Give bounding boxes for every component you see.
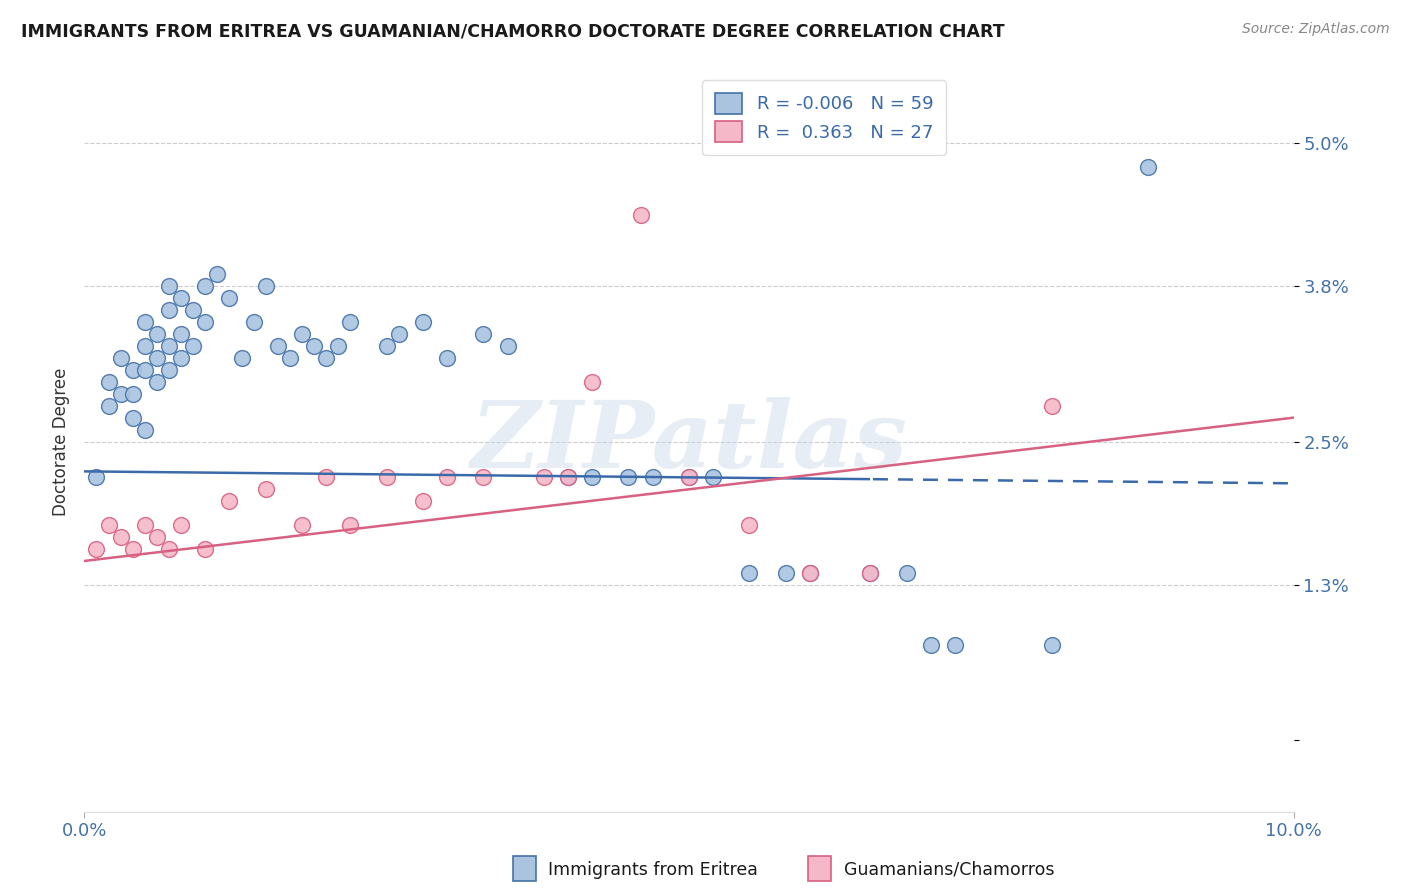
Point bbox=[291, 327, 314, 342]
Point bbox=[110, 530, 132, 544]
Point bbox=[678, 470, 700, 484]
Point bbox=[207, 268, 229, 282]
Point bbox=[170, 518, 193, 533]
Y-axis label: Doctorate Degree: Doctorate Degree bbox=[52, 368, 70, 516]
Point bbox=[134, 423, 156, 437]
Point bbox=[641, 470, 664, 484]
Point bbox=[170, 327, 193, 342]
Point bbox=[146, 375, 169, 389]
Point bbox=[121, 363, 143, 377]
Point bbox=[630, 208, 652, 222]
Point bbox=[291, 518, 314, 533]
Point bbox=[859, 566, 882, 580]
Point bbox=[134, 363, 156, 377]
Point bbox=[194, 541, 217, 556]
Point bbox=[134, 339, 156, 353]
Point bbox=[1137, 160, 1160, 174]
Point bbox=[412, 494, 434, 508]
Point bbox=[678, 470, 700, 484]
Point bbox=[121, 410, 143, 425]
Point bbox=[231, 351, 253, 365]
Point bbox=[181, 339, 204, 353]
Point bbox=[170, 291, 193, 305]
Point bbox=[157, 303, 180, 318]
Point bbox=[339, 518, 361, 533]
Point bbox=[194, 315, 217, 329]
Point bbox=[242, 315, 264, 329]
Text: IMMIGRANTS FROM ERITREA VS GUAMANIAN/CHAMORRO DOCTORATE DEGREE CORRELATION CHART: IMMIGRANTS FROM ERITREA VS GUAMANIAN/CHA… bbox=[21, 22, 1005, 40]
Point bbox=[388, 327, 411, 342]
Point bbox=[218, 494, 240, 508]
Point bbox=[799, 566, 821, 580]
Point bbox=[328, 339, 350, 353]
Point bbox=[799, 566, 821, 580]
Point bbox=[412, 315, 434, 329]
Point bbox=[86, 470, 108, 484]
Point bbox=[302, 339, 325, 353]
Point bbox=[157, 541, 180, 556]
Point bbox=[254, 483, 277, 497]
Point bbox=[896, 566, 918, 580]
Point bbox=[194, 279, 217, 293]
Point bbox=[943, 638, 966, 652]
Point bbox=[375, 339, 398, 353]
Point bbox=[702, 470, 724, 484]
Point bbox=[557, 470, 579, 484]
Point bbox=[472, 327, 495, 342]
Point bbox=[121, 386, 143, 401]
Point bbox=[920, 638, 942, 652]
Point bbox=[775, 566, 797, 580]
Point bbox=[339, 315, 361, 329]
Point bbox=[375, 470, 398, 484]
Point bbox=[254, 279, 277, 293]
Point bbox=[315, 351, 337, 365]
Point bbox=[472, 470, 495, 484]
Point bbox=[533, 470, 555, 484]
Point bbox=[121, 541, 143, 556]
Point bbox=[134, 518, 156, 533]
Point bbox=[436, 470, 458, 484]
Point bbox=[436, 351, 458, 365]
Point bbox=[557, 470, 579, 484]
Text: Immigrants from Eritrea: Immigrants from Eritrea bbox=[548, 861, 758, 879]
Text: ZIPatlas: ZIPatlas bbox=[471, 397, 907, 486]
Point bbox=[278, 351, 301, 365]
Point bbox=[134, 315, 156, 329]
Point bbox=[110, 351, 132, 365]
Text: Guamanians/Chamorros: Guamanians/Chamorros bbox=[844, 861, 1054, 879]
Point bbox=[97, 375, 120, 389]
Point bbox=[110, 386, 132, 401]
Point bbox=[146, 327, 169, 342]
Point bbox=[581, 470, 603, 484]
Point bbox=[859, 566, 882, 580]
Point bbox=[157, 339, 180, 353]
Point bbox=[218, 291, 240, 305]
Point bbox=[738, 566, 761, 580]
Legend: R = -0.006   N = 59, R =  0.363   N = 27: R = -0.006 N = 59, R = 0.363 N = 27 bbox=[703, 80, 946, 154]
Point bbox=[97, 518, 120, 533]
Point bbox=[146, 530, 169, 544]
Point bbox=[738, 518, 761, 533]
Text: Source: ZipAtlas.com: Source: ZipAtlas.com bbox=[1241, 22, 1389, 37]
Point bbox=[181, 303, 204, 318]
Point bbox=[146, 351, 169, 365]
Point bbox=[1040, 399, 1063, 413]
Point bbox=[496, 339, 519, 353]
Point bbox=[267, 339, 290, 353]
Point bbox=[315, 470, 337, 484]
Point bbox=[157, 363, 180, 377]
Point bbox=[157, 279, 180, 293]
Point bbox=[1040, 638, 1063, 652]
Point bbox=[170, 351, 193, 365]
Point bbox=[617, 470, 640, 484]
Point bbox=[86, 541, 108, 556]
Point bbox=[581, 375, 603, 389]
Point bbox=[97, 399, 120, 413]
